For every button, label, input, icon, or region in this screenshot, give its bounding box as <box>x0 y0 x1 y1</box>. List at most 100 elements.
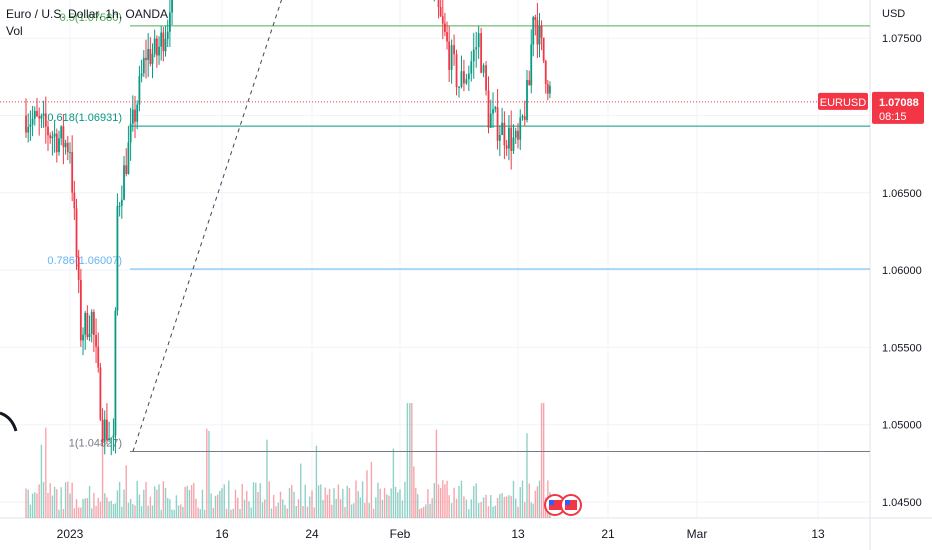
volume-bar <box>234 489 237 518</box>
volume-bar <box>415 487 417 518</box>
volume-bar <box>158 484 160 518</box>
volume-bar <box>230 509 232 518</box>
bar-countdown: 08:15 <box>879 111 907 123</box>
volume-bar <box>344 507 346 518</box>
volume-bar <box>67 481 69 518</box>
volume-bar <box>243 499 246 518</box>
candle-body <box>503 122 506 146</box>
volume-bar <box>62 508 65 518</box>
candle-body <box>25 115 27 133</box>
volume-bar <box>437 484 440 518</box>
candle-body <box>77 257 80 280</box>
volume-bar <box>473 486 475 518</box>
volume-bar <box>427 489 429 518</box>
volume-bar <box>508 495 510 518</box>
symbol-tag-label: EURUSD <box>820 97 867 109</box>
volume-bar <box>88 485 91 518</box>
volume-bar <box>293 491 295 518</box>
candle-body <box>31 118 34 125</box>
volume-bar <box>47 492 49 518</box>
volume-bar <box>353 503 355 518</box>
volume-bar <box>317 485 320 518</box>
time-tick-label: Mar <box>687 527 708 541</box>
volume-bar <box>295 506 297 518</box>
volume-bar <box>38 484 40 518</box>
volume-bar <box>477 502 480 518</box>
volume-label[interactable]: Vol <box>6 24 23 38</box>
volume-bar <box>331 504 333 518</box>
candle-body <box>51 136 54 139</box>
candle-body <box>116 206 119 311</box>
candle-body <box>142 57 145 74</box>
volume-bar <box>143 489 145 518</box>
volume-bar <box>368 503 370 518</box>
volume-bar <box>193 482 195 518</box>
volume-bar <box>184 486 186 518</box>
candle-body <box>482 65 485 73</box>
symbol-tag <box>818 92 868 110</box>
volume-bar <box>140 506 143 518</box>
candle-body <box>92 311 95 335</box>
fib-level-label: 0.786(1.06007) <box>47 255 122 267</box>
last-price-value: 1.07088 <box>879 97 919 109</box>
candle-body <box>472 49 475 62</box>
candle-body <box>58 138 60 153</box>
candle-body <box>528 80 531 86</box>
candle-body <box>496 107 499 141</box>
candle-body <box>450 45 453 70</box>
volume-bar <box>232 508 234 518</box>
candle-body <box>127 142 130 174</box>
volume-bar <box>208 430 210 518</box>
volume-bar <box>372 508 375 518</box>
volume-bar <box>270 508 273 518</box>
volume-bar <box>58 509 60 518</box>
volume-bar <box>320 484 322 518</box>
volume-bar <box>304 484 306 518</box>
volume-bar <box>93 492 95 518</box>
volume-bar <box>259 483 261 518</box>
volume-bar <box>132 503 134 518</box>
volume-bar <box>534 490 537 518</box>
candle-body <box>33 110 36 119</box>
volume-bar <box>73 508 76 518</box>
volume-bar <box>536 486 539 518</box>
candle-body <box>523 116 526 121</box>
volume-bar <box>25 488 27 518</box>
volume-bar <box>123 489 125 518</box>
candle-body <box>138 76 141 105</box>
extras <box>0 411 582 516</box>
price-tick-label: 1.04500 <box>882 497 922 509</box>
candle-body <box>69 152 71 154</box>
candle-body <box>136 104 139 122</box>
currency-unit[interactable]: USD <box>882 8 906 20</box>
volume-bar <box>214 495 217 518</box>
symbol-title[interactable]: Euro / U.S. Dollar, 1h, OANDA <box>6 7 169 21</box>
volume-bar <box>219 490 221 518</box>
candle-body <box>110 437 113 439</box>
volume-bar <box>448 495 450 518</box>
volume-bar <box>77 507 80 518</box>
price-tick-label: 1.07500 <box>882 33 922 45</box>
volume-bar <box>118 481 121 518</box>
volume-bar <box>526 433 528 518</box>
candle-body <box>153 38 156 54</box>
volume-bar <box>284 504 286 518</box>
volume-bar <box>169 499 171 518</box>
volume-bar <box>420 507 423 518</box>
volume-bar <box>282 499 284 518</box>
volume-bar <box>313 507 315 518</box>
volume-bar <box>446 480 448 518</box>
volume-bar <box>279 491 282 518</box>
candle-body <box>71 152 74 193</box>
volume-bar <box>29 504 32 518</box>
volume-bar <box>397 492 399 518</box>
volume-bar <box>268 481 270 518</box>
volume-bar <box>75 499 78 518</box>
time-tick-label: 16 <box>215 527 229 541</box>
volume-bar <box>261 502 264 518</box>
time-tick-label: 21 <box>601 527 615 541</box>
volume-bar <box>203 509 206 518</box>
volume-bar <box>505 496 508 518</box>
